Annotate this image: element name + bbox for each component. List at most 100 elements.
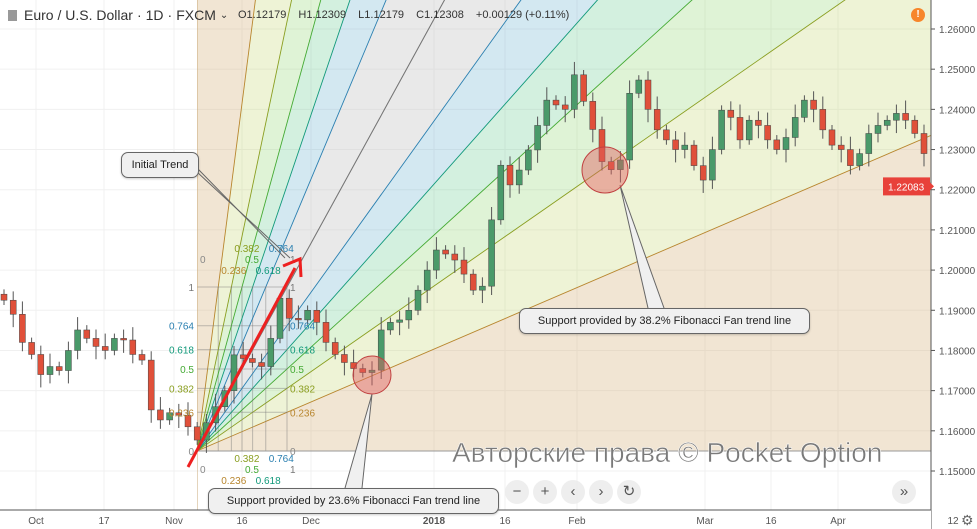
candle-body bbox=[920, 133, 928, 154]
candle-body bbox=[589, 101, 597, 130]
candle-body bbox=[129, 339, 137, 355]
trend-arrow bbox=[186, 267, 297, 468]
chevron-down-icon[interactable]: ⌄ bbox=[219, 9, 229, 21]
fib-level-label-right: 0 bbox=[290, 447, 296, 458]
high-value: H1.12309 bbox=[298, 9, 347, 21]
candle-body bbox=[267, 338, 275, 367]
fib-level-label-right: 1 bbox=[290, 283, 296, 294]
candle-body bbox=[755, 119, 762, 126]
candle-body bbox=[534, 125, 541, 151]
time-tick-label: 16 bbox=[499, 516, 511, 527]
zoom-out-button[interactable]: − bbox=[505, 480, 529, 504]
candle-body bbox=[828, 129, 836, 146]
candle-body bbox=[653, 109, 661, 131]
reset-chart-button[interactable]: ↻ bbox=[617, 480, 641, 504]
candle-body bbox=[111, 338, 118, 351]
candle-body bbox=[469, 273, 477, 291]
fib-time-label-bottom: 0 bbox=[200, 465, 206, 476]
candle-body bbox=[580, 74, 587, 102]
candle-body bbox=[865, 133, 873, 154]
candle-body bbox=[101, 346, 109, 351]
go-to-latest-button[interactable]: » bbox=[892, 480, 916, 504]
callout-pointer bbox=[619, 184, 665, 309]
alert-icon[interactable]: ! bbox=[911, 8, 925, 22]
fib-time-label-bottom: 0.382 bbox=[234, 454, 259, 465]
candle-body bbox=[442, 249, 449, 255]
fib-fan bbox=[197, 0, 931, 510]
support-382-callout[interactable]: Support provided by 38.2% Fibonacci Fan … bbox=[519, 308, 810, 334]
candle-body bbox=[175, 412, 183, 416]
price-tick-label: 1.26000 bbox=[939, 25, 976, 36]
candle-body bbox=[28, 342, 35, 355]
scroll-left-button[interactable]: ‹ bbox=[561, 480, 585, 504]
support-circle bbox=[581, 146, 629, 194]
candle-body bbox=[902, 113, 909, 121]
candle-body bbox=[0, 293, 8, 301]
initial-trend-callout[interactable]: Initial Trend bbox=[121, 152, 199, 178]
candle-body bbox=[396, 319, 403, 323]
candle-body bbox=[515, 169, 523, 186]
symbol-header[interactable]: Euro / U.S. Dollar · 1D · FXCM ⌄ bbox=[8, 7, 228, 23]
fib-time-label-bottom: 0.618 bbox=[256, 476, 281, 487]
fib-level-label-left: 1 bbox=[188, 283, 194, 294]
ohlc-readout: O1.12179 H1.12309 L1.12179 C1.12308 +0.0… bbox=[238, 9, 578, 21]
candle-body bbox=[644, 79, 652, 110]
time-tick-label: 2018 bbox=[423, 516, 446, 527]
candle-body bbox=[663, 129, 670, 141]
scroll-right-button[interactable]: › bbox=[589, 480, 613, 504]
candle-body bbox=[331, 342, 339, 355]
low-value: L1.12179 bbox=[358, 9, 405, 21]
candle-body bbox=[745, 119, 753, 141]
candle-body bbox=[727, 109, 735, 118]
price-tick-label: 1.18000 bbox=[939, 346, 976, 357]
candle-body bbox=[736, 117, 744, 141]
candle-body bbox=[451, 253, 459, 261]
trend-arrow-head bbox=[282, 256, 303, 278]
candle-body bbox=[258, 362, 265, 367]
price-tick-label: 1.16000 bbox=[939, 427, 976, 438]
separator: · bbox=[167, 7, 173, 23]
price-tick-label: 1.22000 bbox=[939, 186, 976, 197]
candle-body bbox=[699, 165, 707, 181]
candle-body bbox=[819, 109, 827, 131]
close-value: C1.12308 bbox=[416, 9, 464, 21]
time-tick-label: Nov bbox=[165, 516, 183, 527]
candle-body bbox=[433, 249, 440, 271]
candle-body bbox=[184, 414, 192, 428]
candle-body bbox=[837, 144, 845, 150]
candle-body bbox=[598, 129, 606, 162]
time-tick-label: Mar bbox=[696, 516, 714, 527]
fan-price-line bbox=[197, 0, 846, 452]
candle-body bbox=[157, 409, 164, 421]
candle-body bbox=[810, 99, 817, 110]
candle-body bbox=[423, 269, 431, 291]
candle-body bbox=[791, 117, 799, 138]
current-price-label: 1.22083 bbox=[888, 182, 925, 193]
price-tick-label: 1.25000 bbox=[939, 65, 976, 76]
candle-body bbox=[764, 125, 771, 141]
fib-time-label-top: 0.5 bbox=[245, 255, 259, 266]
candle-body bbox=[874, 125, 882, 134]
candle-body bbox=[617, 159, 624, 170]
zoom-in-button[interactable]: + bbox=[533, 480, 557, 504]
gear-icon[interactable]: ⚙ bbox=[961, 512, 974, 528]
time-tick-label: Feb bbox=[568, 516, 586, 527]
candle-body bbox=[322, 322, 330, 343]
support-236-callout[interactable]: Support provided by 23.6% Fibonacci Fan … bbox=[208, 488, 499, 514]
candle-body bbox=[525, 149, 532, 171]
candle-body bbox=[782, 137, 790, 150]
candle-body bbox=[561, 104, 569, 110]
candle-body bbox=[718, 109, 725, 150]
candle-body bbox=[607, 161, 615, 170]
fib-level-label-right: 0.764 bbox=[290, 322, 315, 333]
candle-body bbox=[19, 314, 26, 343]
interval: 1D bbox=[145, 7, 164, 23]
candle-body bbox=[488, 219, 495, 287]
candle-body bbox=[83, 329, 91, 339]
candle-body bbox=[276, 297, 284, 339]
candle-body bbox=[414, 289, 422, 311]
candle-body bbox=[92, 338, 100, 347]
time-axis-bg bbox=[0, 510, 931, 529]
candle-body bbox=[285, 297, 293, 319]
